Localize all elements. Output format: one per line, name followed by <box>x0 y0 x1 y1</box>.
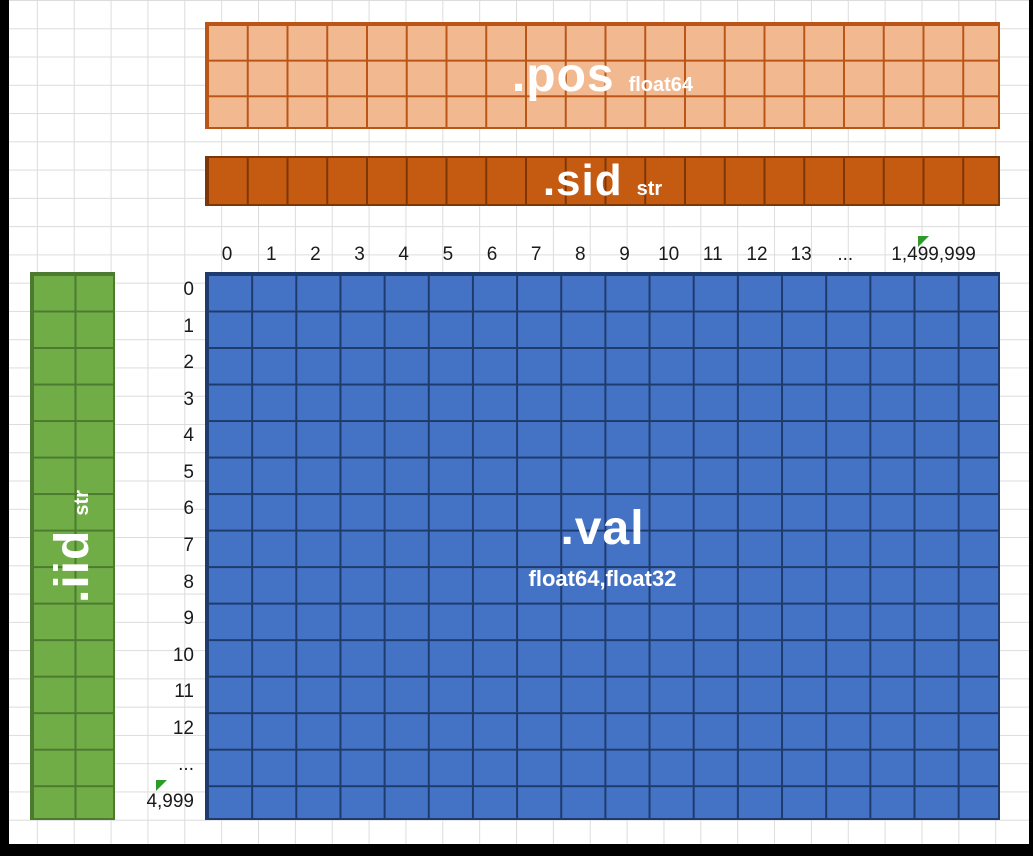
column-header: 1 <box>265 244 277 265</box>
pos-array-band: .pos float64 <box>205 22 1000 129</box>
column-header: 7 <box>530 244 542 265</box>
frame-edge-left <box>0 0 9 856</box>
row-header: 8 <box>183 571 194 593</box>
val-array-label: .val float64,float32 <box>529 501 677 592</box>
val-array-dtype: float64,float32 <box>528 565 677 591</box>
column-header: 10 <box>658 244 680 265</box>
row-header: 12 <box>172 717 194 739</box>
column-header: 11 <box>702 244 723 265</box>
row-headers: 0 1 2 3 4 5 6 7 8 9 10 11 12 ... 4,999 <box>110 272 200 820</box>
column-header: 9 <box>619 244 630 265</box>
row-header: 4 <box>183 425 194 447</box>
iid-array-name: .iid <box>46 529 99 603</box>
column-header-last: 1,499,999 <box>891 244 976 265</box>
row-header: 1 <box>183 315 194 337</box>
column-headers: 0 1 2 3 4 5 6 7 8 9 10 11 12 13 ... 1,49… <box>205 234 1000 268</box>
column-header: 3 <box>354 244 365 265</box>
column-header-ellipsis: ... <box>837 244 854 265</box>
pos-array-label: .pos float64 <box>512 48 693 103</box>
val-array-name: .val <box>560 501 645 555</box>
sid-array-band: .sid str <box>205 156 1000 206</box>
row-header: 6 <box>183 498 194 520</box>
row-header: 10 <box>172 644 194 666</box>
column-break-marker-icon <box>918 236 929 247</box>
sid-array-label: .sid str <box>543 156 662 206</box>
frame-edge-bottom <box>0 844 1033 856</box>
row-header: 3 <box>183 388 194 410</box>
column-header: 12 <box>746 244 768 265</box>
row-header: 0 <box>183 279 194 301</box>
row-header: 9 <box>183 608 194 630</box>
row-break-marker-icon <box>156 780 167 791</box>
iid-array-label: .iid str <box>45 490 100 603</box>
sid-array-dtype: str <box>636 178 663 200</box>
pos-array-name: .pos <box>511 49 615 102</box>
column-header: 2 <box>310 244 321 265</box>
row-header-ellipsis: ... <box>178 754 194 776</box>
val-array-grid: .val float64,float32 <box>205 272 1000 820</box>
column-header: 0 <box>221 244 233 265</box>
row-header: 5 <box>183 461 194 483</box>
iid-array-dtype: str <box>71 489 93 516</box>
row-header: 11 <box>174 681 194 703</box>
column-header: 4 <box>398 244 409 265</box>
column-header: 5 <box>442 244 454 265</box>
sid-array-name: .sid <box>542 156 623 205</box>
row-header: 2 <box>183 352 194 374</box>
row-header-last: 4,999 <box>146 790 194 812</box>
iid-array-band: .iid str <box>30 272 115 820</box>
column-header: 6 <box>486 244 498 265</box>
row-header: 7 <box>183 534 194 556</box>
column-header: 8 <box>575 244 586 265</box>
pos-array-dtype: float64 <box>628 74 694 96</box>
frame-edge-right <box>1029 0 1033 856</box>
column-header: 13 <box>790 244 812 265</box>
